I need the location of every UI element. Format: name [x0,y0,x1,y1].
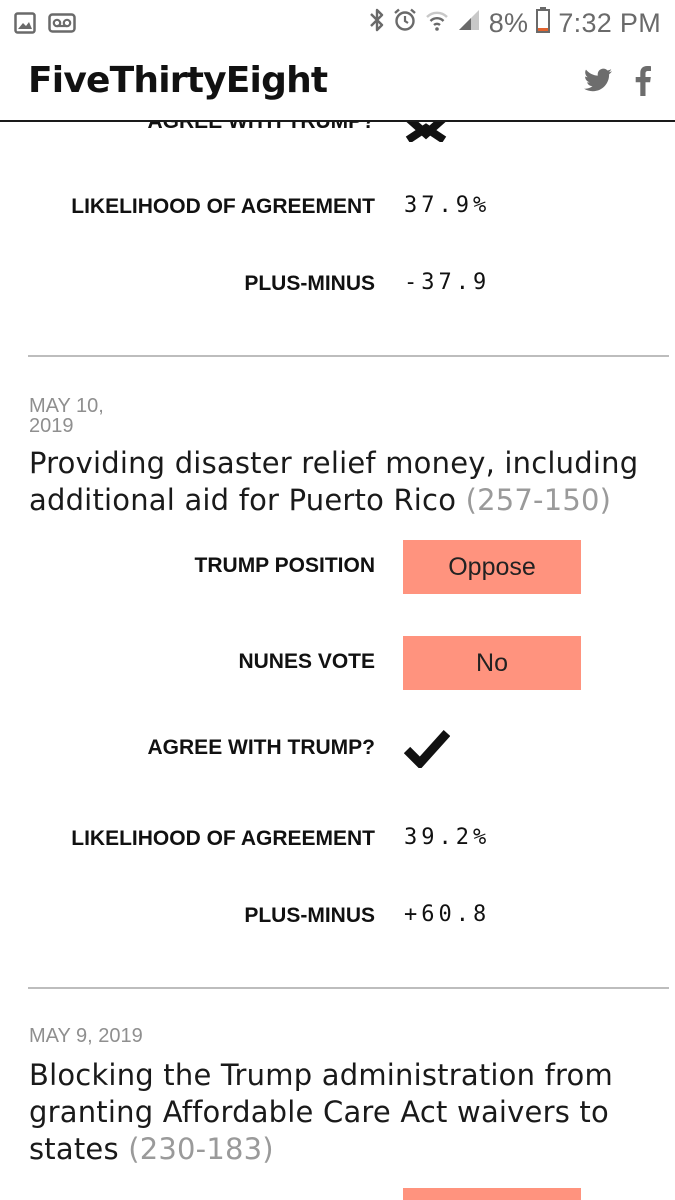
clock-time: 7:32 PM [558,8,661,38]
vote-date: MAY 10, 2019 [29,395,104,437]
plus-minus-value: +60.8 [404,902,491,927]
divider [28,987,669,989]
likelihood-value: 39.2% [404,825,491,850]
agree-label: AGREE WITH TRUMP? [148,122,375,134]
vote-title: Blocking the Trump administration from g… [29,1057,649,1168]
trump-position-badge: Oppose [403,540,581,594]
plus-minus-value: -37.9 [404,270,491,295]
likelihood-row: LIKELIHOOD OF AGREEMENT 39.2% [0,813,675,869]
plus-minus-label: PLUS-MINUS [244,272,375,295]
cross-icon [404,122,448,147]
vote-list: AGREE WITH TRUMP? LIKELIHOOD OF AGREEMEN… [0,122,675,1200]
checkmark-icon [403,728,451,773]
vote-tally: (257-150) [465,483,612,517]
vote-title: Providing disaster relief money, includi… [29,445,649,519]
status-bar: 8% 7:32 PM [0,0,675,46]
social-links [583,66,651,101]
likelihood-label: LIKELIHOOD OF AGREEMENT [71,827,375,850]
alarm-icon [393,8,417,39]
nunes-vote-row: NUNES VOTE No [0,636,675,692]
trump-position-row: TRUMP POSITION Oppose [0,540,675,596]
nunes-vote-badge: No [403,636,581,690]
agree-row: AGREE WITH TRUMP? [0,722,675,778]
battery-icon [536,7,551,40]
trump-position-label: TRUMP POSITION [194,554,375,577]
battery-percent: 8% [488,8,529,38]
divider [28,355,669,357]
bluetooth-icon [369,7,385,40]
site-header: FiveThirtyEight [0,46,675,122]
plus-minus-label: PLUS-MINUS [244,904,375,927]
vote-date: MAY 9, 2019 [29,1025,143,1047]
signal-icon [457,8,481,39]
likelihood-value: 37.9% [404,193,491,218]
facebook-icon[interactable] [635,66,651,101]
twitter-icon[interactable] [583,68,613,99]
wifi-icon [425,8,449,39]
nunes-vote-label: NUNES VOTE [238,650,375,673]
gallery-icon [14,12,36,39]
plus-minus-row: PLUS-MINUS -37.9 [0,258,675,314]
vote-title-text: Blocking the Trump administration from g… [29,1058,613,1166]
plus-minus-row: PLUS-MINUS +60.8 [0,890,675,946]
agree-label: AGREE WITH TRUMP? [147,736,375,759]
agree-row: AGREE WITH TRUMP? [0,122,675,178]
vote-title-text: Providing disaster relief money, includi… [29,446,639,517]
vote-tally: (230-183) [128,1132,274,1166]
likelihood-label: LIKELIHOOD OF AGREEMENT [71,195,375,218]
site-logo[interactable]: FiveThirtyEight [28,60,328,101]
likelihood-row: LIKELIHOOD OF AGREEMENT 37.9% [0,181,675,237]
trump-position-badge-partial [403,1188,581,1200]
voicemail-icon [48,13,76,38]
